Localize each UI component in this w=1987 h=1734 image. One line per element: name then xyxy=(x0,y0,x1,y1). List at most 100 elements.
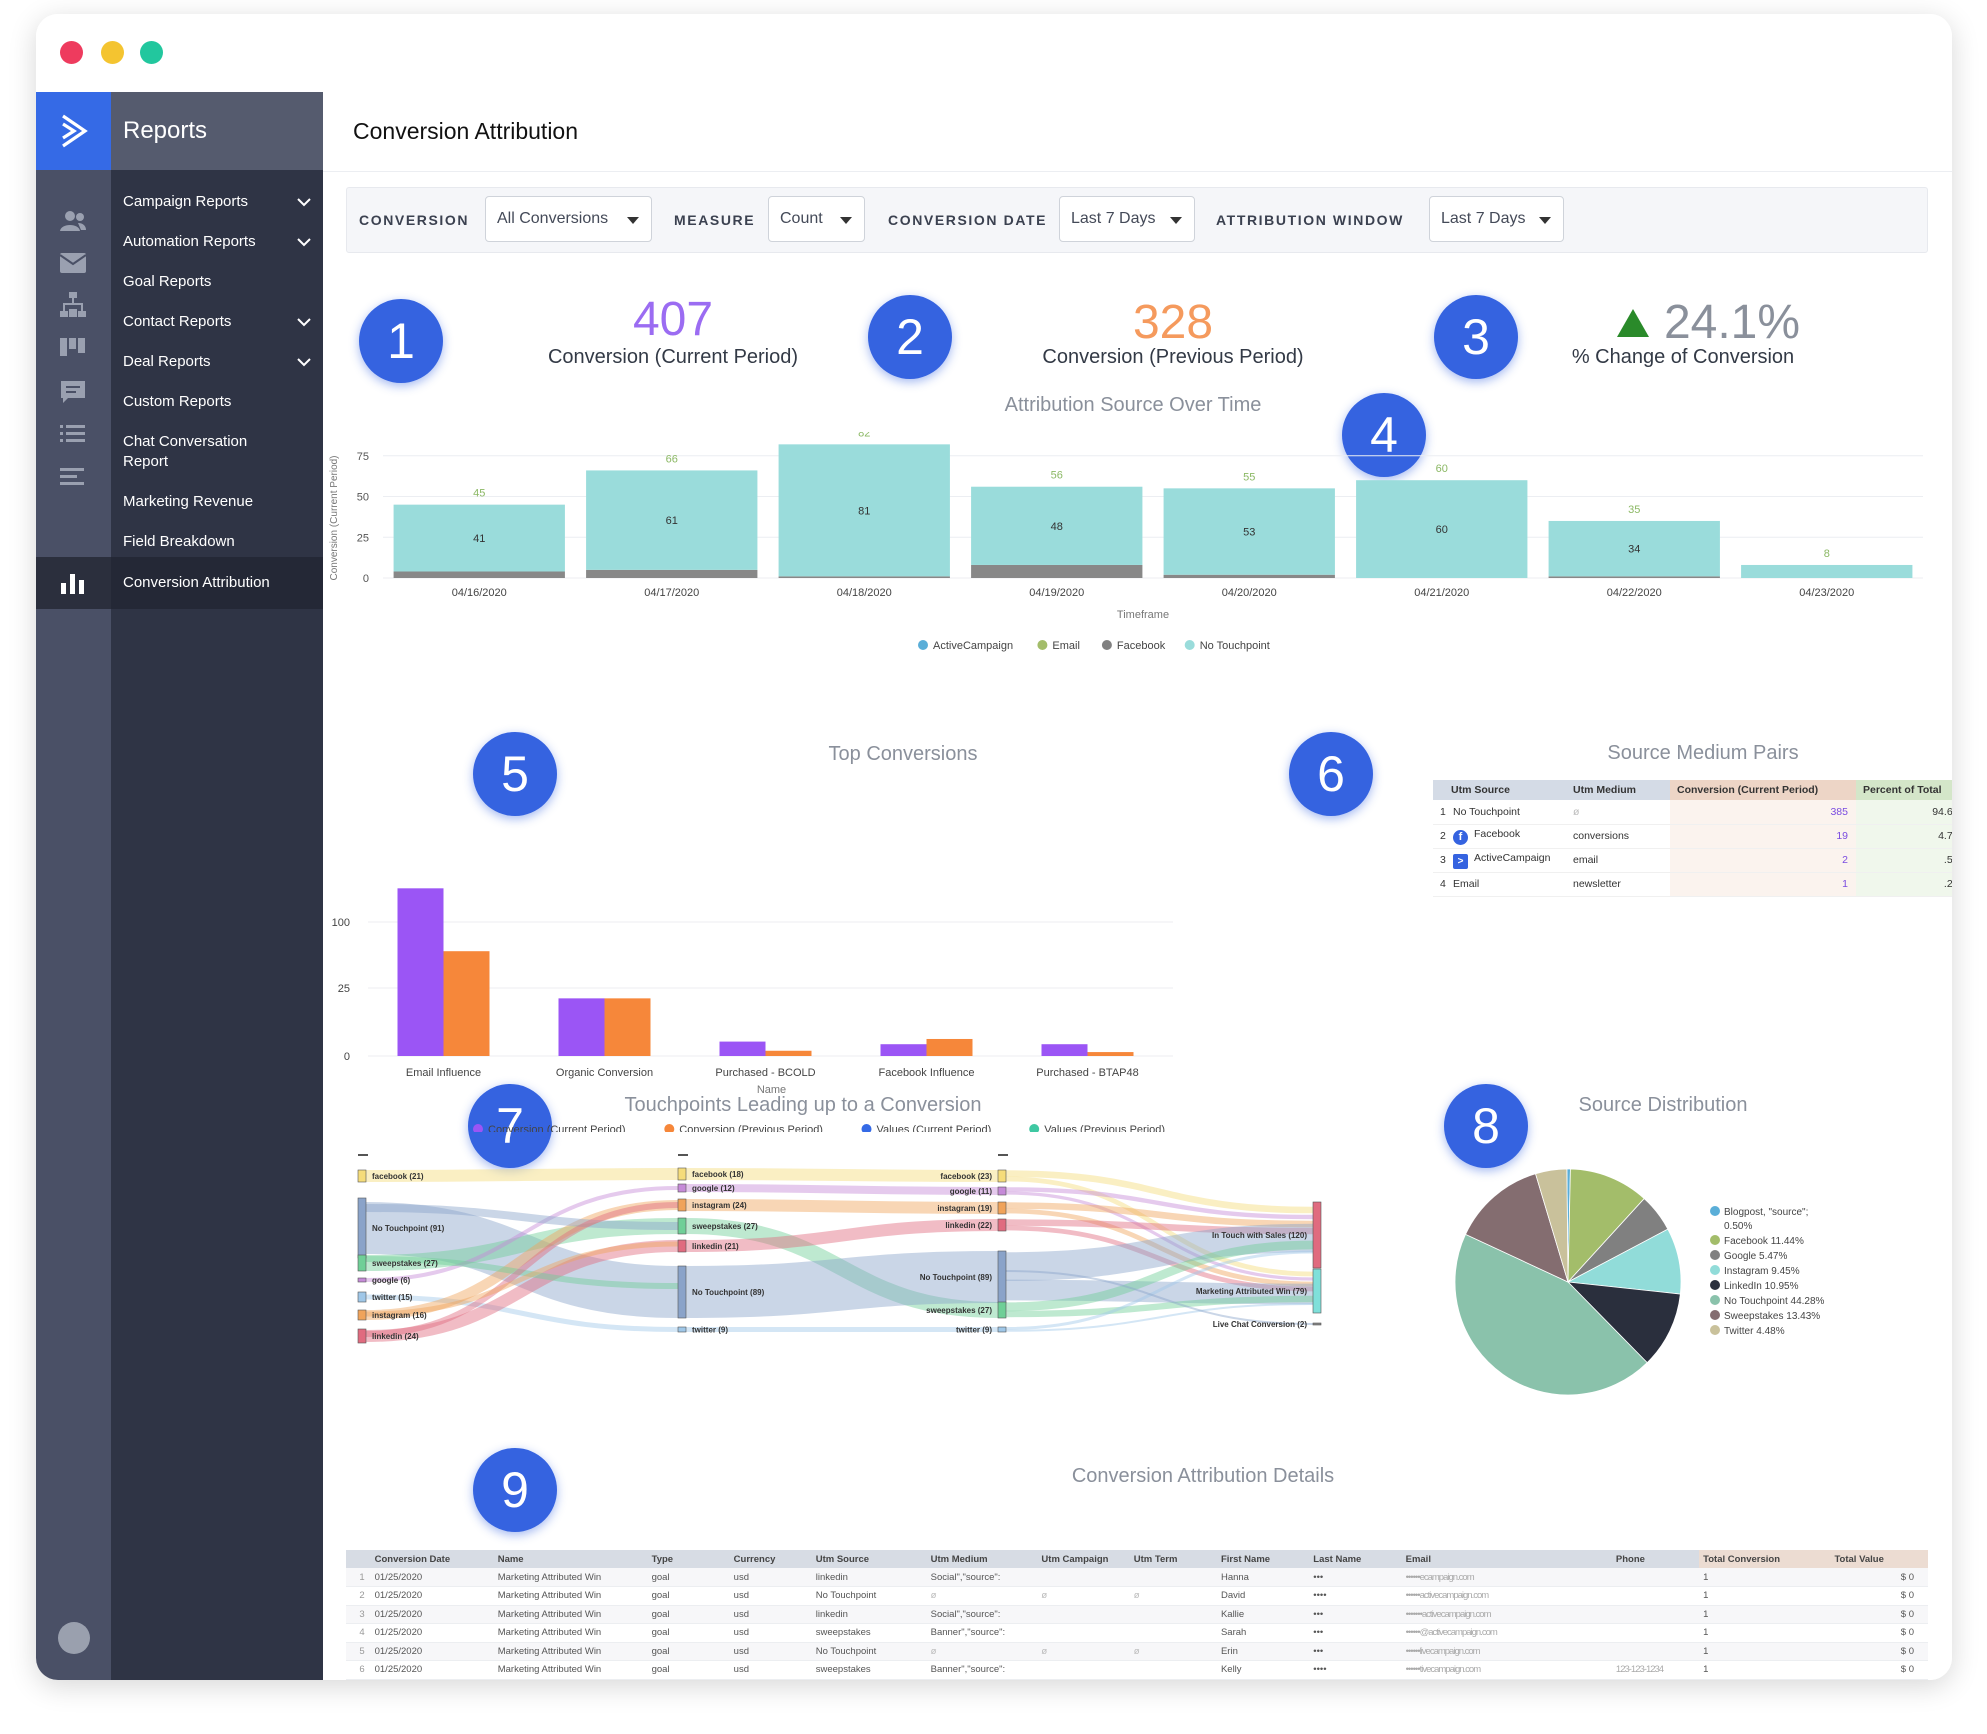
nav-contact-reports[interactable]: Contact Reports xyxy=(111,310,323,334)
bar-total-label: 82 xyxy=(858,432,870,439)
table-header-row: Conversion Date Name Type Currency Utm Sourc… xyxy=(346,1550,1928,1568)
minimize-window-button[interactable] xyxy=(101,41,124,64)
forms-icon[interactable] xyxy=(56,460,90,494)
sankey-node xyxy=(997,1201,1007,1215)
table-row[interactable]: 3 > ActiveCampaign email 2 .5% xyxy=(1433,848,1952,873)
table-row[interactable]: 3 01/25/2020 Marketing Attributed Win goal u… xyxy=(346,1605,1928,1624)
table-row[interactable]: 4 01/25/2020 Marketing Attributed Win goal u… xyxy=(346,1623,1928,1643)
column-header[interactable]: Currency xyxy=(729,1550,812,1568)
bar-no-touchpoint xyxy=(1163,488,1335,575)
column-header[interactable]: Email xyxy=(1401,1550,1612,1568)
column-header[interactable]: Last Name xyxy=(1309,1550,1402,1568)
chevron-down-icon[interactable] xyxy=(295,193,313,211)
source-distribution-pie: Blogpost, "source"; 0.50% Facebook 11.44% G… xyxy=(1454,1168,1825,1396)
table-cell: •••••••activecampaign.com xyxy=(1401,1605,1612,1624)
col-percent-total[interactable]: Percent of Total xyxy=(1856,780,1952,800)
legend-swatch xyxy=(918,640,928,650)
table-cell: usd xyxy=(729,1568,812,1587)
nav-chat-conversation-report[interactable]: Chat Conversation Report xyxy=(111,430,271,474)
close-window-button[interactable] xyxy=(60,41,83,64)
table-cell: •••• xyxy=(1309,1586,1402,1606)
maximize-window-button[interactable] xyxy=(140,41,163,64)
table-cell: goal xyxy=(647,1679,730,1680)
table-row[interactable]: 4 Email newsletter 1 .2% xyxy=(1433,872,1952,897)
legend-label: LinkedIn 10.95% xyxy=(1724,1281,1799,1292)
conversion-date-select[interactable]: Last 7 Days xyxy=(1059,196,1195,242)
chevron-down-icon[interactable] xyxy=(295,313,313,331)
row-index: 6 xyxy=(346,1660,371,1680)
lists-icon[interactable] xyxy=(56,417,90,451)
table-cell: Erin xyxy=(1216,1642,1310,1661)
automations-icon[interactable] xyxy=(56,288,90,322)
sankey-node-label: No Touchpoint (89) xyxy=(920,1273,993,1282)
legend-swatch xyxy=(1184,640,1195,650)
sankey-node-label: sweepstakes (27) xyxy=(692,1222,758,1231)
nav-deal-reports[interactable]: Deal Reports xyxy=(111,350,323,374)
column-header[interactable]: Total Value xyxy=(1830,1550,1928,1568)
column-header[interactable]: Phone xyxy=(1611,1550,1700,1568)
reports-icon[interactable] xyxy=(56,566,90,600)
column-header[interactable]: Type xyxy=(647,1550,730,1568)
table-cell: Marketing Attributed Win xyxy=(493,1679,648,1680)
table-row[interactable]: 2 01/25/2020 Marketing Attributed Win goal u… xyxy=(346,1586,1928,1606)
table-cell xyxy=(1129,1623,1217,1643)
user-avatar[interactable] xyxy=(58,1622,90,1654)
x-tick-label: 04/16/2020 xyxy=(452,587,507,599)
row-index: 2 xyxy=(1433,824,1451,849)
deals-icon[interactable] xyxy=(56,330,90,364)
sankey-link xyxy=(1005,1295,1314,1318)
sankey-node-label: facebook (21) xyxy=(372,1172,424,1181)
sankey-link xyxy=(365,1294,679,1332)
activecampaign-logo-icon[interactable] xyxy=(36,92,111,170)
contacts-icon[interactable] xyxy=(56,204,90,238)
nav-automation-reports[interactable]: Automation Reports xyxy=(111,230,323,254)
nav-field-breakdown[interactable]: Field Breakdown xyxy=(111,530,323,554)
table-row[interactable]: 1 No Touchpoint ø 385 94.6% xyxy=(1433,800,1952,825)
chevron-down-icon[interactable] xyxy=(295,233,313,251)
row-index: 4 xyxy=(1433,872,1451,897)
bar-total-label: 56 xyxy=(1051,470,1063,482)
column-header[interactable]: Total Conversion xyxy=(1699,1550,1831,1568)
column-header[interactable]: First Name xyxy=(1216,1550,1310,1568)
table-cell: ø xyxy=(926,1586,1038,1606)
col-conversion-current[interactable]: Conversion (Current Period) xyxy=(1670,780,1856,800)
row-index: 4 xyxy=(346,1623,371,1643)
table-cell: Marketing Attributed Win xyxy=(493,1568,648,1587)
sankey-link xyxy=(1005,1202,1314,1228)
sankey-node xyxy=(357,1197,367,1259)
attribution-window-filter-label: ATTRIBUTION WINDOW xyxy=(1216,212,1404,228)
table-row[interactable]: 6 01/25/2020 Marketing Attributed Win goal u… xyxy=(346,1660,1928,1680)
table-row[interactable]: 5 01/25/2020 Marketing Attributed Win goal u… xyxy=(346,1642,1928,1661)
bar-conversion-current xyxy=(1041,1044,1088,1056)
attribution-window-select[interactable]: Last 7 Days xyxy=(1429,196,1564,242)
column-header[interactable]: Utm Campaign xyxy=(1037,1550,1130,1568)
measure-select[interactable]: Count xyxy=(768,196,865,242)
nav-marketing-revenue[interactable]: Marketing Revenue xyxy=(111,490,323,514)
table-row[interactable]: 2 f Facebook conversions 19 4.7% xyxy=(1433,824,1952,849)
sankey-link xyxy=(685,1218,999,1318)
table-row[interactable]: 1 01/25/2020 Marketing Attributed Win goal u… xyxy=(346,1568,1928,1587)
chevron-down-icon[interactable] xyxy=(295,353,313,371)
column-header[interactable]: Utm Medium xyxy=(926,1550,1038,1568)
conversations-icon[interactable] xyxy=(56,375,90,409)
col-utm-medium[interactable]: Utm Medium xyxy=(1566,780,1670,800)
percent-cell: .5% xyxy=(1856,848,1952,873)
utm-source-text: Facebook xyxy=(1474,827,1521,840)
sankey-link xyxy=(685,1199,999,1214)
nav-custom-reports[interactable]: Custom Reports xyxy=(111,390,323,414)
nav-conversion-attribution[interactable]: Conversion Attribution xyxy=(111,557,323,609)
column-header[interactable]: Utm Source xyxy=(811,1550,927,1568)
column-header[interactable]: Utm Term xyxy=(1129,1550,1217,1568)
table-cell: ø xyxy=(1037,1642,1130,1661)
column-header[interactable]: Name xyxy=(493,1550,648,1568)
trend-up-icon xyxy=(1616,308,1649,337)
row-index: 1 xyxy=(346,1568,371,1587)
nav-campaign-reports[interactable]: Campaign Reports xyxy=(111,190,323,214)
table-cell: ••• xyxy=(1309,1642,1402,1661)
column-header[interactable]: Conversion Date xyxy=(370,1550,494,1568)
nav-goal-reports[interactable]: Goal Reports xyxy=(111,270,323,294)
conversion-select[interactable]: All Conversions xyxy=(485,196,652,242)
col-utm-source[interactable]: Utm Source xyxy=(1433,780,1566,800)
campaigns-icon[interactable] xyxy=(56,246,90,280)
